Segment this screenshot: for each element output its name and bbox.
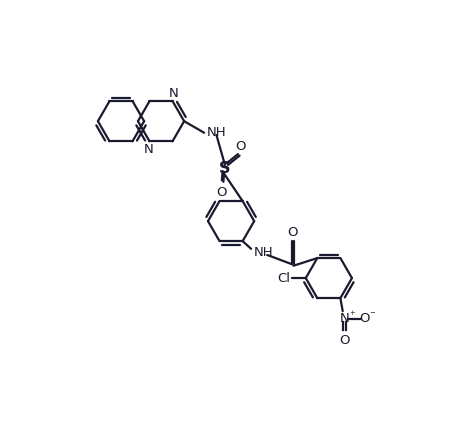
Text: O: O <box>235 140 246 153</box>
Text: N: N <box>144 143 153 156</box>
Text: $^{+}$: $^{+}$ <box>349 310 356 320</box>
Text: S: S <box>219 161 231 176</box>
Text: O: O <box>359 312 370 325</box>
Text: O: O <box>217 186 227 199</box>
Text: N: N <box>168 86 178 100</box>
Text: NH: NH <box>253 246 273 259</box>
Text: N: N <box>340 312 349 325</box>
Text: Cl: Cl <box>277 271 291 285</box>
Text: O: O <box>339 334 350 347</box>
Text: O: O <box>287 226 298 239</box>
Text: NH: NH <box>207 126 226 139</box>
Text: $^{-}$: $^{-}$ <box>369 310 376 320</box>
